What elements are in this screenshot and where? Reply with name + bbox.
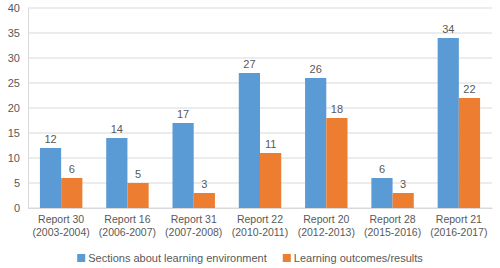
data-label: 6 bbox=[379, 163, 385, 175]
y-tick: 5 bbox=[14, 177, 28, 189]
y-axis-line bbox=[28, 9, 29, 209]
bar bbox=[61, 178, 82, 208]
x-tick-label: Report 16(2006-2007) bbox=[99, 213, 156, 238]
y-tick-label: 20 bbox=[8, 102, 20, 114]
data-label: 3 bbox=[400, 178, 406, 190]
bar bbox=[371, 178, 392, 208]
y-tick-label: 35 bbox=[8, 27, 20, 39]
y-tick-label: 0 bbox=[14, 202, 20, 214]
y-tick: 40 bbox=[8, 2, 28, 14]
data-label: 14 bbox=[111, 123, 123, 135]
x-tick: Report 31(2007-2008) bbox=[165, 208, 222, 238]
data-label: 27 bbox=[243, 58, 255, 70]
data-label: 11 bbox=[265, 138, 276, 150]
x-tick-label-line: (2007-2008) bbox=[165, 226, 222, 238]
x-tick-label-line: (2015-2016) bbox=[364, 226, 421, 238]
x-tick-label-line: (2012-2013) bbox=[298, 226, 355, 238]
y-tick-label: 25 bbox=[8, 77, 20, 89]
x-tick-label-line: Report 22 bbox=[237, 213, 283, 225]
bar bbox=[194, 193, 215, 208]
x-tick-label: Report 28(2015-2016) bbox=[364, 213, 421, 238]
chart: 0510152025303540Report 30(2003-2004)Repo… bbox=[0, 0, 500, 268]
data-label: 12 bbox=[44, 133, 56, 145]
data-label: 6 bbox=[69, 163, 75, 175]
x-tick-label-line: (2010-2011) bbox=[232, 226, 288, 238]
x-axis: Report 30(2003-2004) Report 16(2006-2007)… bbox=[29, 208, 493, 238]
x-tick-label-line: Report 16 bbox=[104, 213, 150, 225]
data-label: 34 bbox=[442, 23, 454, 35]
grid bbox=[28, 8, 492, 208]
grid-line bbox=[28, 33, 492, 34]
bars bbox=[40, 38, 480, 208]
bar bbox=[438, 38, 459, 208]
series bbox=[61, 98, 480, 208]
x-tick: Report 21(2016-2017) bbox=[430, 208, 487, 238]
legend: Sections about learning environment Learn… bbox=[77, 252, 423, 264]
data-label: 18 bbox=[331, 103, 343, 115]
legend-label: Learning outcomes/results bbox=[294, 252, 424, 264]
x-tick-label-line: (2003-2004) bbox=[33, 226, 90, 238]
x-tick: Report 16(2006-2007) bbox=[99, 208, 156, 238]
x-tick: Report 30(2003-2004) bbox=[33, 208, 90, 238]
x-tick: Report 28(2015-2016) bbox=[364, 208, 421, 238]
y-tick-label: 30 bbox=[8, 52, 20, 64]
y-tick-label: 40 bbox=[8, 2, 20, 14]
y-tick: 35 bbox=[8, 27, 28, 39]
bar bbox=[173, 123, 194, 208]
x-tick-label-line: (2006-2007) bbox=[99, 226, 156, 238]
legend-swatch bbox=[283, 254, 291, 262]
x-tick-label-line: Report 28 bbox=[370, 213, 416, 225]
x-tick-label: Report 22(2010-2011) bbox=[232, 213, 288, 238]
x-tick-label: Report 31(2007-2008) bbox=[165, 213, 222, 238]
y-axis: 0 5 10 15 20 25 30 35 40 bbox=[8, 2, 29, 214]
bar bbox=[393, 193, 414, 208]
data-label: 3 bbox=[201, 178, 207, 190]
y-tick: 30 bbox=[8, 52, 28, 64]
x-tick-label-line: Report 21 bbox=[436, 213, 482, 225]
x-tick-label: Report 20(2012-2013) bbox=[298, 213, 355, 238]
bar bbox=[40, 148, 61, 208]
legend-item: Learning outcomes/results bbox=[283, 252, 424, 264]
bar bbox=[127, 183, 148, 208]
data-label: 22 bbox=[463, 83, 475, 95]
y-tick-label: 15 bbox=[8, 127, 20, 139]
x-axis-line bbox=[29, 208, 493, 209]
x-tick: Report 22(2010-2011) bbox=[232, 208, 288, 238]
y-tick: 10 bbox=[8, 152, 28, 164]
grid-line bbox=[28, 58, 492, 59]
x-tick-label-line: Report 30 bbox=[38, 213, 84, 225]
grid-line bbox=[28, 8, 492, 9]
y-tick: 20 bbox=[8, 102, 28, 114]
data-label: 17 bbox=[177, 108, 189, 120]
bar bbox=[239, 73, 260, 208]
data-label: 5 bbox=[135, 168, 141, 180]
data-labels: 12 14 17 27 26 6 34 6 5 3 11 18 3 22 bbox=[44, 23, 475, 190]
legend-item: Sections about learning environment bbox=[77, 252, 267, 264]
y-tick: 0 bbox=[14, 202, 28, 214]
bar bbox=[106, 138, 127, 208]
bar bbox=[260, 153, 281, 208]
bar bbox=[326, 118, 347, 208]
x-tick-label-line: Report 31 bbox=[171, 213, 217, 225]
y-tick: 15 bbox=[8, 127, 28, 139]
y-tick-label: 5 bbox=[14, 177, 20, 189]
x-tick-label-line: Report 20 bbox=[303, 213, 349, 225]
bar bbox=[459, 98, 480, 208]
x-tick-label: Report 21(2016-2017) bbox=[430, 213, 487, 238]
x-tick-label-line: (2016-2017) bbox=[430, 226, 487, 238]
bar bbox=[305, 78, 326, 208]
legend-swatch bbox=[77, 254, 85, 262]
data-label: 26 bbox=[310, 63, 322, 75]
y-tick-label: 10 bbox=[8, 152, 20, 164]
series bbox=[40, 38, 459, 208]
x-tick-label: Report 30(2003-2004) bbox=[33, 213, 90, 238]
legend-label: Sections about learning environment bbox=[88, 252, 267, 264]
x-tick: Report 20(2012-2013) bbox=[298, 208, 355, 238]
y-tick: 25 bbox=[8, 77, 28, 89]
